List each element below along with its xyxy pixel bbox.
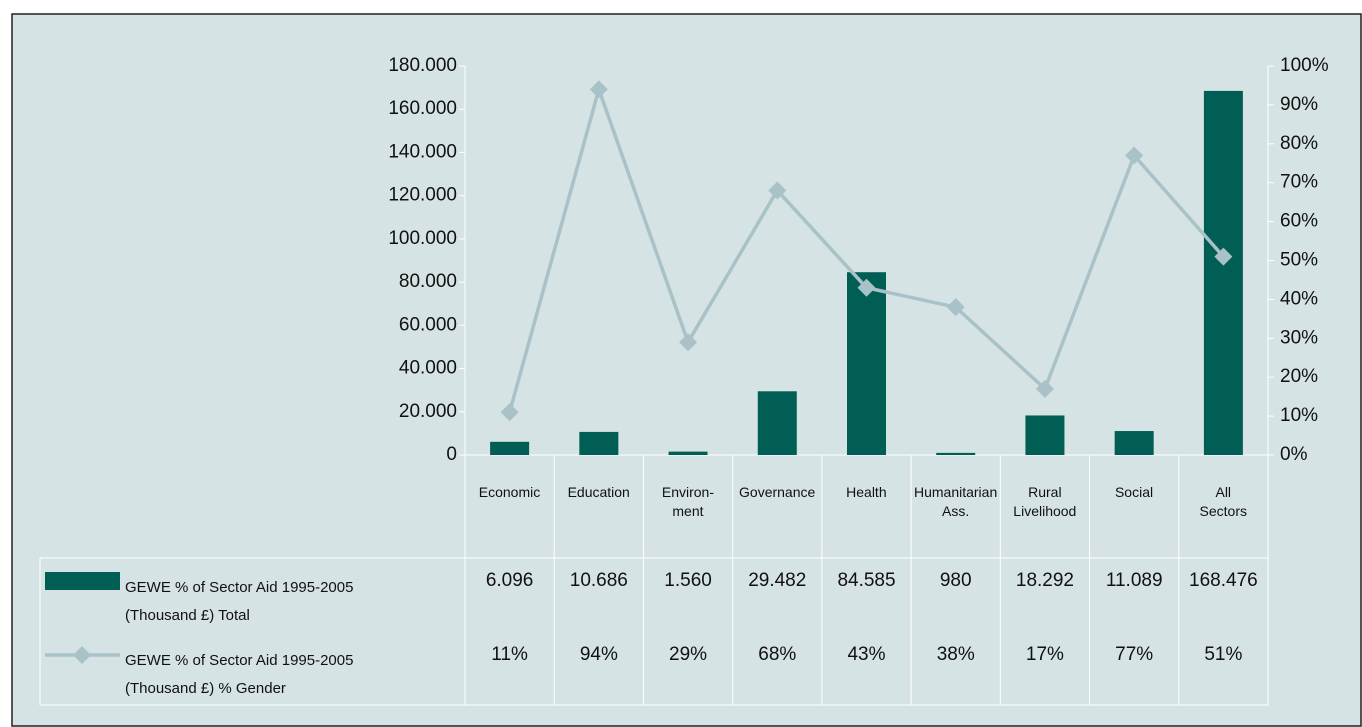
marker: [1214, 247, 1233, 266]
x-tick-label: Environ- ment: [661, 484, 714, 519]
table-value: 68%: [758, 644, 796, 665]
marker: [1035, 379, 1054, 398]
table-value: 1.560: [664, 570, 712, 591]
y-tick-label: 80.000: [399, 271, 457, 292]
bar: [490, 441, 530, 455]
table-value: 43%: [847, 644, 885, 665]
chart-background: [11, 13, 1362, 727]
bar: [757, 391, 797, 455]
x-tick-label: All Sectors: [1199, 484, 1247, 519]
bar: [1025, 415, 1065, 455]
marker: [946, 298, 965, 317]
legend-marker: [73, 646, 91, 664]
y-tick-label: 180.000: [388, 55, 457, 76]
table-value: 51%: [1204, 644, 1242, 665]
marker: [589, 80, 608, 99]
table-value: 11%: [491, 644, 528, 665]
bar: [1114, 431, 1154, 455]
x-tick-label: Education: [567, 484, 630, 500]
table-value: 6.096: [486, 570, 534, 591]
table-value: 17%: [1026, 644, 1064, 665]
y2-tick-label: 30%: [1280, 327, 1318, 348]
x-tick-label: Social: [1114, 484, 1154, 500]
legend-swatch: [45, 572, 120, 590]
y-tick-label: 160.000: [388, 98, 457, 119]
bar: [579, 431, 619, 455]
bar: [668, 451, 708, 455]
table-value: 77%: [1115, 644, 1153, 665]
table-value: 168.476: [1189, 570, 1258, 591]
x-tick-label: Economic: [478, 484, 541, 500]
y-tick-label: 60.000: [399, 314, 457, 335]
marker: [679, 333, 698, 352]
y2-tick-label: 20%: [1280, 366, 1318, 387]
x-tick-label: Humanitarian Ass.: [913, 484, 998, 519]
table-value: 11.089: [1106, 570, 1163, 591]
legend-label: GEWE % of Sector Aid 1995-2005 (Thousand…: [125, 652, 354, 697]
table-value: 29.482: [748, 570, 806, 591]
y2-tick-label: 40%: [1280, 288, 1318, 309]
table-value: 10.686: [570, 570, 628, 591]
table-value: 29%: [669, 644, 707, 665]
x-tick-label: Rural Livelihood: [1013, 484, 1077, 519]
y-tick-label: 140.000: [388, 141, 457, 162]
y2-tick-label: 50%: [1280, 250, 1318, 271]
table-value: 38%: [937, 644, 975, 665]
y-tick-label: 0: [446, 444, 457, 465]
x-tick-label: Health: [846, 484, 887, 500]
y2-tick-label: 70%: [1280, 172, 1318, 193]
table-value: 84.585: [837, 570, 895, 591]
legend-label: GEWE % of Sector Aid 1995-2005 (Thousand…: [125, 579, 354, 624]
table-value: 94%: [580, 644, 618, 665]
y-tick-label: 100.000: [388, 228, 457, 249]
y-tick-label: 40.000: [399, 358, 457, 379]
table-value: 980: [940, 570, 972, 591]
y2-tick-label: 100%: [1280, 55, 1329, 76]
table-value: 18.292: [1016, 570, 1074, 591]
y2-tick-label: 0%: [1280, 444, 1308, 465]
bar: [847, 272, 886, 455]
y-tick-label: 20.000: [399, 401, 457, 422]
marker: [768, 181, 787, 200]
y2-tick-label: 90%: [1280, 94, 1318, 115]
marker: [500, 403, 519, 422]
y2-tick-label: 80%: [1280, 133, 1318, 154]
bar: [936, 452, 976, 455]
y2-tick-label: 60%: [1280, 211, 1318, 232]
bar: [1203, 90, 1243, 455]
marker: [1125, 146, 1144, 165]
y2-tick-label: 10%: [1280, 405, 1318, 426]
y-tick-label: 120.000: [388, 185, 457, 206]
marker: [857, 278, 876, 297]
x-tick-label: Governance: [739, 484, 816, 500]
